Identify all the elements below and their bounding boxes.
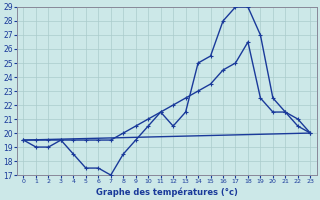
X-axis label: Graphe des températures (°c): Graphe des températures (°c) <box>96 187 238 197</box>
